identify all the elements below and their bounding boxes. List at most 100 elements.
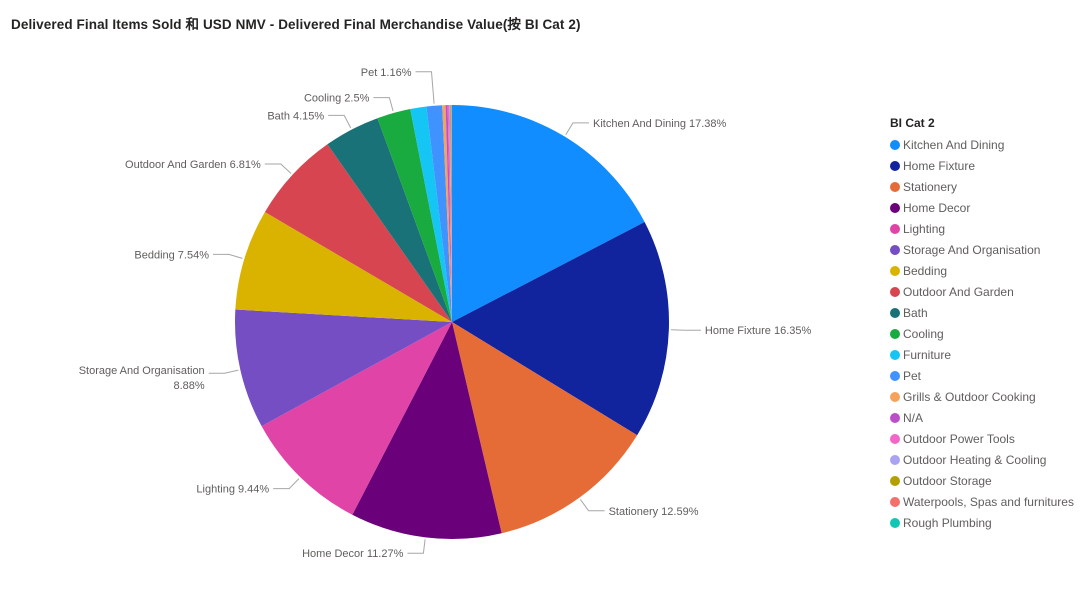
pie-slice-home-decor[interactable]: [352, 322, 502, 540]
legend-dot-icon: [890, 140, 900, 151]
pie-slice-outdoor-and-garden[interactable]: [264, 144, 452, 322]
pie-slice-pet[interactable]: [426, 105, 452, 322]
pie-slice-kitchen-and-dining[interactable]: [452, 105, 645, 322]
label-leader-line: [565, 122, 589, 136]
legend-dot-icon: [890, 182, 900, 193]
pie-slice-bath[interactable]: [327, 118, 452, 322]
legend-item-waterpools-spas-and-furnitures[interactable]: Waterpools, Spas and furnitures: [890, 496, 1076, 509]
legend-item-list: Kitchen And Dining Home Fixture Stationery…: [890, 139, 1076, 530]
legend-item-label: Cooling: [903, 327, 944, 341]
pie-slice-home-fixture[interactable]: [452, 222, 669, 436]
label-leader-line: [579, 499, 605, 512]
legend-item-label: N/A: [903, 411, 924, 425]
slice-label-storage-and-organisation: Storage And Organisation 8.88%: [79, 365, 205, 392]
legend-item-label: Lighting: [903, 222, 946, 236]
legend-dot-icon: [890, 308, 900, 319]
legend-item-kitchen-and-dining[interactable]: Kitchen And Dining: [890, 139, 1076, 152]
legend-item-label: Home Decor: [903, 201, 971, 215]
slice-label-home-fixture: Home Fixture 16.35%: [705, 325, 812, 337]
legend-item-stationery[interactable]: Stationery: [890, 181, 1076, 194]
pie-slice-bedding[interactable]: [235, 212, 452, 322]
legend-item-label: Outdoor Power Tools: [903, 432, 1015, 446]
legend-item-label: Furniture: [903, 348, 952, 362]
pie-slice-outdoor-storage[interactable]: [450, 105, 452, 322]
pie-slice-waterpools-spas-and-furnitures[interactable]: [451, 104, 452, 323]
legend-item-n-a[interactable]: N/A: [890, 412, 1076, 425]
legend-item-label: Storage And Organisation: [903, 243, 1041, 257]
legend-item-label: Outdoor Storage: [903, 474, 992, 488]
slice-label-outdoor-and-garden: Outdoor And Garden 6.81%: [125, 159, 261, 171]
legend-item-grills-outdoor-cooking[interactable]: Grills & Outdoor Cooking: [890, 391, 1076, 404]
label-leader-line: [273, 478, 300, 490]
legend-item-label: Stationery: [903, 180, 958, 194]
pie-slice-n-a[interactable]: [445, 105, 452, 322]
label-leader-line: [208, 369, 239, 374]
label-leader-line: [407, 539, 426, 554]
legend-dot-icon: [890, 371, 900, 382]
legend-item-label: Bedding: [903, 264, 948, 278]
legend-item-bath[interactable]: Bath: [890, 307, 1076, 320]
legend-item-label: Pet: [903, 369, 922, 383]
pie-slice-outdoor-power-tools[interactable]: [447, 105, 452, 323]
legend-item-label: Home Fixture: [903, 159, 976, 173]
pie-slice-cooling[interactable]: [377, 109, 452, 322]
legend-dot-icon: [890, 434, 900, 445]
legend-dot-icon: [890, 455, 900, 466]
slice-label-bath: Bath 4.15%: [267, 110, 324, 122]
legend-dot-icon: [890, 329, 900, 340]
legend-item-outdoor-and-garden[interactable]: Outdoor And Garden: [890, 286, 1076, 299]
legend-dot-icon: [890, 224, 900, 235]
legend-item-furniture[interactable]: Furniture: [890, 349, 1076, 362]
legend-dot-icon: [890, 161, 900, 172]
slice-label-bedding: Bedding 7.54%: [134, 249, 209, 261]
slice-label-home-decor: Home Decor 11.27%: [302, 548, 404, 560]
legend-item-label: Waterpools, Spas and furnitures: [903, 495, 1074, 509]
legend-dot-icon: [890, 413, 900, 424]
slice-label-stationery: Stationery 12.59%: [609, 506, 699, 518]
legend-item-outdoor-power-tools[interactable]: Outdoor Power Tools: [890, 433, 1076, 446]
legend-item-label: Bath: [903, 306, 928, 320]
slice-label-kitchen-and-dining: Kitchen And Dining 17.38%: [593, 118, 727, 130]
legend-item-lighting[interactable]: Lighting: [890, 223, 1076, 236]
legend-dot-icon: [890, 203, 900, 214]
slice-label-lighting: Lighting 9.44%: [196, 484, 269, 496]
legend-item-bedding[interactable]: Bedding: [890, 265, 1076, 278]
legend-item-rough-plumbing[interactable]: Rough Plumbing: [890, 517, 1076, 530]
pie-slice-storage-and-organisation[interactable]: [234, 309, 452, 427]
legend-item-label: Outdoor Heating & Cooling: [903, 453, 1047, 467]
pie-slice-lighting[interactable]: [261, 322, 452, 515]
legend-dot-icon: [890, 266, 900, 277]
legend-item-home-decor[interactable]: Home Decor: [890, 202, 1076, 215]
chart-title: Delivered Final Items Sold 和 USD NMV - D…: [11, 17, 581, 32]
pie-slice-furniture[interactable]: [410, 106, 452, 322]
legend-item-outdoor-storage[interactable]: Outdoor Storage: [890, 475, 1076, 488]
slice-label-cooling: Cooling 2.5%: [304, 93, 370, 105]
legend-dot-icon: [890, 392, 900, 403]
legend-item-label: Rough Plumbing: [903, 516, 992, 530]
legend-item-label: Outdoor And Garden: [903, 285, 1014, 299]
legend: BI Cat 2 Kitchen And Dining Home Fixture S…: [890, 116, 1076, 538]
legend-dot-icon: [890, 350, 900, 361]
legend-dot-icon: [890, 497, 900, 508]
legend-item-cooling[interactable]: Cooling: [890, 328, 1076, 341]
legend-item-home-fixture[interactable]: Home Fixture: [890, 160, 1076, 173]
legend-item-label: Grills & Outdoor Cooking: [903, 390, 1036, 404]
legend-item-storage-and-organisation[interactable]: Storage And Organisation: [890, 244, 1076, 257]
label-leader-line: [213, 253, 243, 259]
legend-item-outdoor-heating-cooling[interactable]: Outdoor Heating & Cooling: [890, 454, 1076, 467]
pie-slice-stationery[interactable]: [452, 322, 638, 534]
slice-label-pet: Pet 1.16%: [361, 67, 412, 79]
legend-dot-icon: [890, 476, 900, 487]
legend-dot-icon: [890, 245, 900, 256]
label-leader-line: [328, 114, 352, 129]
label-leader-line: [415, 71, 435, 104]
label-leader-line: [373, 97, 394, 112]
pie-slice-outdoor-heating-cooling[interactable]: [449, 105, 452, 322]
legend-dot-icon: [890, 287, 900, 298]
legend-item-label: Kitchen And Dining: [903, 138, 1005, 152]
legend-item-pet[interactable]: Pet: [890, 370, 1076, 383]
pie-slice-grills-outdoor-cooking[interactable]: [442, 105, 452, 322]
legend-dot-icon: [890, 518, 900, 529]
legend-title: BI Cat 2: [890, 116, 935, 130]
